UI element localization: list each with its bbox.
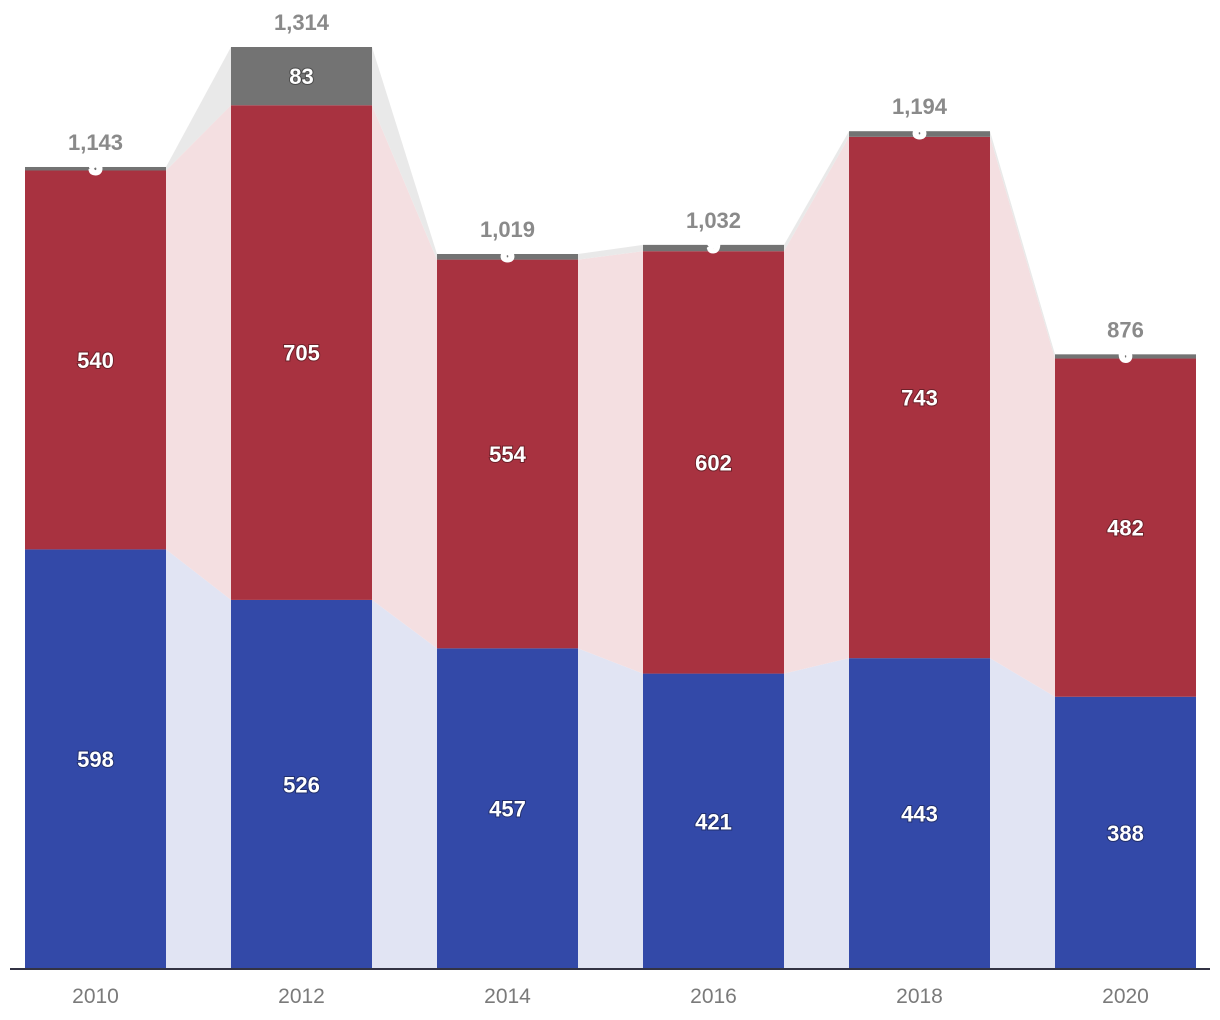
data-label-2018-series-1: 443 (901, 802, 938, 827)
band-series-1-2018-2020 (990, 658, 1055, 969)
x-tick-2016: 2016 (690, 985, 737, 1008)
data-label-2014-series-1: 457 (489, 797, 526, 822)
bar-2020-series-2 (1055, 358, 1196, 697)
data-label-2020-series-1: 388 (1107, 821, 1144, 846)
bar-2012-series-3 (231, 47, 372, 106)
connector-bands (166, 47, 1055, 969)
data-label-2020-series-3: 6 (1119, 341, 1131, 366)
band-series-2-2014-2016 (578, 251, 643, 674)
bar-2020-series-3 (1055, 354, 1196, 359)
data-label-2012-series-3: 83 (289, 64, 313, 89)
bar-2010-series-2 (25, 170, 166, 550)
bar-2018-series-3 (849, 131, 990, 137)
bar-2018-series-2 (849, 136, 990, 659)
x-tick-2018: 2018 (896, 985, 943, 1008)
band-series-3-2016-2018 (784, 131, 849, 252)
band-series-3-2010-2012 (166, 47, 231, 171)
segment-labels: 598 540 5 526 705 83 457 554 8 421 602 9 443 743 8 388 4… (76, 63, 1145, 847)
band-series-3-2018-2020 (990, 131, 1055, 359)
band-series-1-2010-2012 (166, 549, 231, 969)
bar-2010-series-3 (25, 166, 166, 171)
band-series-3-2014-2016 (578, 244, 643, 260)
bar-2014-series-2 (437, 259, 578, 649)
band-series-2-2012-2014 (372, 105, 437, 649)
bar-2014-series-3 (437, 253, 578, 260)
total-label-2014: 1,019 (480, 217, 535, 242)
total-label-2012: 1,314 (274, 10, 330, 35)
x-tick-2020: 2020 (1102, 985, 1149, 1008)
band-series-2-2010-2012 (166, 105, 231, 600)
data-label-2010-series-3: 5 (89, 154, 101, 179)
bar-2010-series-1 (25, 549, 166, 969)
bar-2016-series-2 (643, 251, 784, 674)
band-series-2-2018-2020 (990, 136, 1055, 697)
bar-2016-series-1 (643, 673, 784, 969)
data-label-2014-series-3: 8 (501, 241, 513, 266)
x-tick-2012: 2012 (278, 985, 325, 1008)
bar-2016-series-3 (643, 244, 784, 252)
data-label-2014-series-2: 554 (489, 442, 526, 467)
data-label-2016-series-3: 9 (707, 232, 719, 257)
data-label-2016-series-2: 602 (695, 450, 732, 475)
bar-2012-series-2 (231, 105, 372, 600)
bar-2018-series-1 (849, 658, 990, 969)
total-label-2010: 1,143 (68, 130, 123, 155)
total-labels: 1,143 1,314 1,019 1,032 1,194 876 (68, 10, 1144, 342)
band-series-3-2012-2014 (372, 47, 437, 260)
total-label-2020: 876 (1107, 317, 1144, 342)
x-axis-tick-labels: 2010 2012 2014 2016 2018 2020 (72, 985, 1149, 1008)
x-tick-2010: 2010 (72, 985, 119, 1008)
x-tick-2014: 2014 (484, 985, 531, 1008)
data-label-2016-series-1: 421 (695, 809, 732, 834)
band-series-1-2016-2018 (784, 658, 849, 969)
bar-2012-series-1 (231, 599, 372, 969)
total-label-2016: 1,032 (686, 208, 741, 233)
data-label-2010-series-1: 598 (77, 747, 114, 772)
bar-2014-series-1 (437, 648, 578, 969)
total-label-2018: 1,194 (892, 94, 948, 119)
band-series-1-2012-2014 (372, 599, 437, 969)
data-label-2010-series-2: 540 (77, 348, 114, 373)
band-series-1-2014-2016 (578, 648, 643, 969)
data-label-2018-series-2: 743 (901, 385, 938, 410)
data-label-2012-series-1: 526 (283, 772, 320, 797)
bar-2020-series-1 (1055, 696, 1196, 969)
band-series-2-2016-2018 (784, 136, 849, 674)
data-label-2020-series-2: 482 (1107, 516, 1144, 541)
data-label-2012-series-2: 705 (283, 341, 320, 366)
data-label-2018-series-3: 8 (913, 118, 925, 143)
bar-segments (25, 47, 1196, 969)
